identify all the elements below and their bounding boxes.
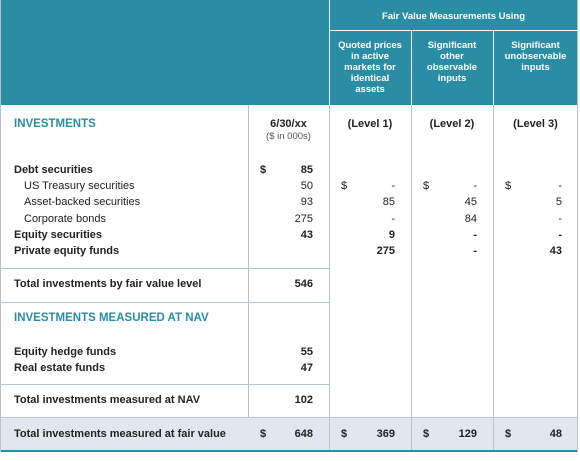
column-header: Significant other observable inputs bbox=[426, 40, 478, 84]
value: - bbox=[558, 212, 562, 225]
level-header: (Level 1) bbox=[347, 118, 393, 130]
value: 85 bbox=[382, 196, 395, 209]
row-label: US Treasury securities bbox=[24, 180, 135, 193]
value: 546 bbox=[294, 278, 313, 290]
value: 85 bbox=[300, 164, 313, 176]
currency: $ bbox=[260, 428, 267, 440]
row-label: Asset-backed securities bbox=[24, 196, 141, 209]
rule bbox=[411, 105, 412, 450]
rule bbox=[329, 105, 330, 450]
section-title: INVESTMENTS MEASURED AT NAV bbox=[14, 312, 209, 324]
value: 275 bbox=[294, 212, 313, 225]
value: - bbox=[391, 180, 395, 193]
value: - bbox=[558, 180, 562, 193]
value: 129 bbox=[458, 428, 477, 440]
value: 5 bbox=[555, 196, 562, 209]
rule bbox=[329, 0, 330, 105]
row-label: Debt securities bbox=[14, 164, 93, 176]
header-band bbox=[0, 0, 578, 105]
column-header: Quoted prices in active markets for iden… bbox=[338, 40, 402, 95]
rule bbox=[0, 268, 329, 269]
value: - bbox=[473, 245, 477, 257]
value: 55 bbox=[300, 346, 313, 358]
value: 84 bbox=[464, 212, 477, 225]
date-header: 6/30/xx bbox=[270, 118, 307, 130]
row-label: Total investments by fair value level bbox=[14, 278, 202, 290]
total-band bbox=[0, 417, 578, 450]
currency: $ bbox=[260, 164, 267, 176]
rule bbox=[493, 105, 494, 450]
value: 369 bbox=[376, 428, 395, 440]
rule bbox=[0, 384, 329, 385]
section-title: INVESTMENTS bbox=[14, 118, 96, 130]
value: 45 bbox=[464, 196, 477, 209]
rule bbox=[0, 302, 329, 303]
rule bbox=[577, 0, 578, 452]
row-label: Private equity funds bbox=[14, 245, 120, 257]
value: 47 bbox=[300, 362, 313, 374]
value: 43 bbox=[549, 245, 562, 257]
value: - bbox=[558, 228, 562, 241]
value: - bbox=[473, 228, 477, 241]
row-label: Total investments measured at fair value bbox=[14, 428, 226, 440]
group-title: Fair Value Measurements Using bbox=[381, 11, 526, 22]
currency: $ bbox=[505, 180, 512, 193]
row-label: Total investments measured at NAV bbox=[14, 394, 201, 406]
value: 275 bbox=[376, 245, 395, 257]
value: - bbox=[391, 212, 395, 225]
value: 648 bbox=[294, 428, 313, 440]
row-label: Real estate funds bbox=[14, 362, 106, 374]
row-label: Equity securities bbox=[14, 228, 103, 241]
rule bbox=[493, 30, 494, 105]
value: 43 bbox=[300, 228, 313, 241]
bottom-rule bbox=[0, 450, 578, 452]
currency: $ bbox=[505, 428, 512, 440]
units: ($ in 000s) bbox=[266, 131, 311, 142]
row-label: Corporate bonds bbox=[24, 212, 106, 225]
value: 93 bbox=[300, 196, 313, 209]
currency: $ bbox=[423, 428, 430, 440]
level-header: (Level 3) bbox=[513, 118, 558, 130]
level-header: (Level 2) bbox=[429, 118, 475, 130]
currency: $ bbox=[341, 428, 348, 440]
currency: $ bbox=[341, 180, 348, 193]
rule bbox=[0, 417, 578, 418]
currency: $ bbox=[423, 180, 430, 193]
rule bbox=[411, 30, 412, 105]
value: 9 bbox=[388, 228, 395, 241]
rule bbox=[248, 105, 249, 417]
value: - bbox=[473, 180, 477, 193]
value: 48 bbox=[549, 428, 562, 440]
column-header: Significant unobservable inputs bbox=[504, 40, 567, 73]
rule bbox=[329, 30, 578, 31]
value: 102 bbox=[294, 394, 313, 406]
value: 50 bbox=[300, 180, 313, 193]
row-label: Equity hedge funds bbox=[14, 346, 117, 358]
rule bbox=[0, 0, 1, 452]
